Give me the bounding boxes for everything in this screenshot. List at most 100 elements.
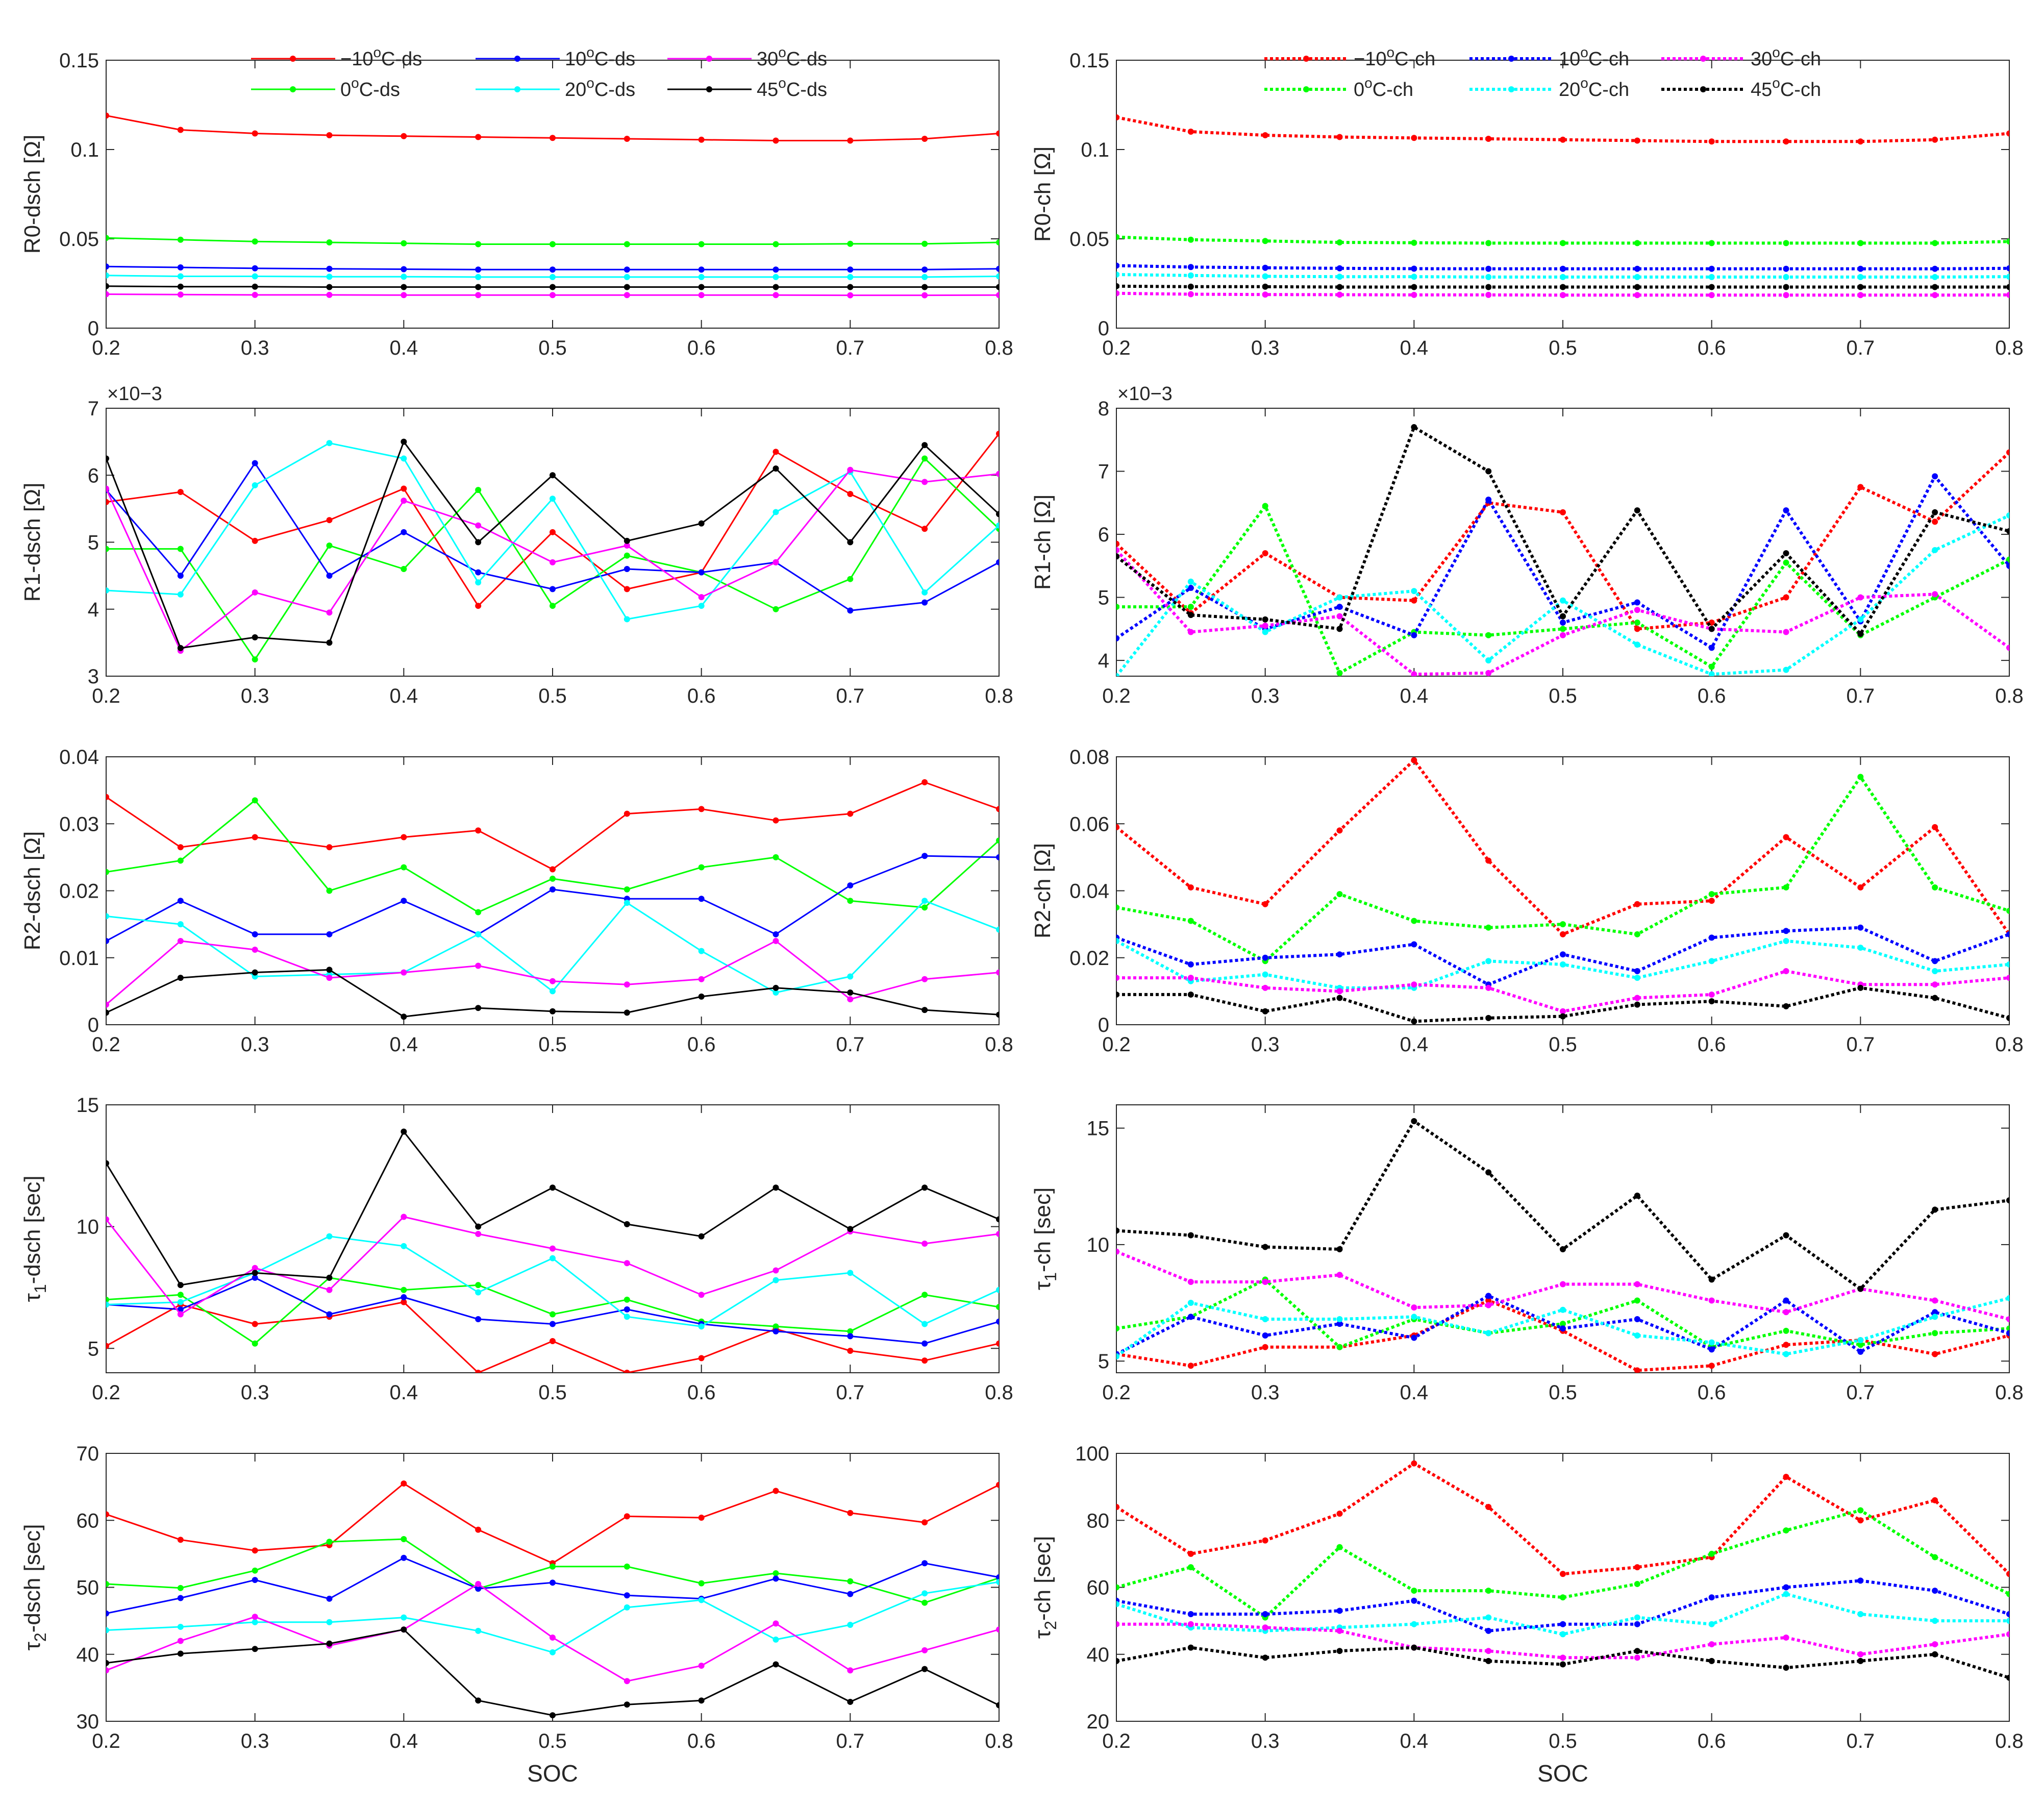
data-point-45C (475, 284, 482, 290)
data-point-10C (772, 266, 779, 273)
x-tick-label: 0.4 (1400, 1033, 1429, 1056)
data-point-20C (1116, 673, 1119, 676)
data-point-20C (550, 1255, 556, 1261)
data-point-20C (475, 274, 482, 280)
x-tick-label: 0.6 (687, 1381, 716, 1404)
data-point-30C (1857, 292, 1864, 299)
x-tick-label: 0.3 (1251, 685, 1280, 707)
y-tick-label: 80 (1087, 1510, 1110, 1532)
data-point-20C (1932, 274, 1938, 280)
data-point-20C (106, 1627, 109, 1634)
data-point-10C (1485, 265, 1492, 272)
data-point--10C (2006, 449, 2009, 456)
data-point-20C (177, 1299, 184, 1305)
data-point-45C (847, 539, 854, 546)
data-point-45C (177, 1650, 184, 1657)
x-tick-label: 0.3 (1251, 1381, 1280, 1404)
data-point-20C (772, 1277, 779, 1283)
data-point-20C (921, 898, 928, 904)
data-point-0C (1485, 924, 1492, 931)
data-point--10C (1634, 137, 1640, 144)
data-point-45C (2006, 1197, 2009, 1204)
y-label-rest: -ch [sec] (1030, 1187, 1055, 1272)
data-point-30C (106, 1216, 109, 1223)
y-axis-label: τ1-ch [sec] (1030, 1187, 1060, 1290)
y-tick-label: 0.08 (1069, 746, 1109, 769)
data-point-20C (1560, 597, 1566, 604)
data-point-0C (1187, 1564, 1194, 1571)
data-point-20C (996, 1287, 999, 1293)
data-point-20C (550, 1649, 556, 1655)
data-point-30C (326, 291, 333, 298)
legend-degree: o (778, 44, 786, 60)
data-point-45C (1932, 995, 1938, 1001)
data-point-20C (326, 1619, 333, 1625)
data-point-45C (550, 1184, 556, 1191)
legend-suffix: C-ds (594, 48, 635, 70)
data-point-10C (772, 1575, 779, 1582)
data-point--10C (847, 1510, 854, 1516)
data-point--10C (1411, 757, 1417, 763)
data-point--10C (1116, 540, 1119, 547)
data-point-30C (698, 976, 705, 982)
data-point-45C (996, 1702, 999, 1709)
data-point-10C (1783, 507, 1789, 514)
x-tick-label: 0.7 (1847, 685, 1875, 707)
x-tick-label: 0.5 (538, 1381, 567, 1404)
data-point-10C (624, 1306, 630, 1313)
data-point--10C (1708, 1363, 1715, 1369)
data-point--10C (1560, 136, 1566, 143)
data-point-0C (1187, 918, 1194, 924)
data-point-10C (177, 573, 184, 579)
data-point--10C (624, 1513, 630, 1520)
x-tick-label: 0.4 (1400, 1730, 1429, 1752)
data-point--10C (1485, 857, 1492, 864)
data-point--10C (252, 537, 258, 544)
data-point-30C (1560, 1008, 1566, 1015)
data-point-45C (1485, 1015, 1492, 1021)
data-point--10C (1485, 1297, 1492, 1304)
data-point-20C (1634, 1614, 1640, 1621)
data-point-0C (1932, 240, 1938, 246)
data-point-20C (1932, 547, 1938, 553)
data-point-0C (1336, 670, 1343, 676)
data-point-0C (1485, 240, 1492, 246)
data-point-30C (1560, 632, 1566, 638)
y-tick-label: 30 (77, 1711, 99, 1733)
data-point-0C (698, 864, 705, 871)
data-point-0C (2006, 238, 2009, 245)
x-tick-label: 0.8 (985, 685, 1013, 707)
data-point-45C (475, 1005, 482, 1011)
data-point-0C (1783, 240, 1789, 246)
data-point-30C (401, 969, 407, 976)
x-tick-label: 0.7 (836, 1381, 865, 1404)
data-point-0C (1411, 239, 1417, 246)
data-point-45C (996, 284, 999, 290)
data-point-45C (1857, 1285, 1864, 1292)
data-point-10C (1262, 1611, 1268, 1617)
x-tick-label: 0.7 (836, 1730, 865, 1752)
data-point-20C (1932, 1314, 1938, 1320)
data-point-30C (2006, 291, 2009, 298)
data-point-0C (1560, 1321, 1566, 1327)
data-point-0C (106, 1296, 109, 1303)
data-point-20C (996, 522, 999, 529)
data-point-30C (1560, 1654, 1566, 1661)
legend-temp: 0 (1354, 79, 1364, 101)
data-point-30C (1783, 968, 1789, 974)
legend-marker (1508, 86, 1514, 92)
data-point-30C (1783, 1634, 1789, 1641)
data-point-30C (1411, 981, 1417, 988)
y-label-rest: -dsch [sec] (20, 1176, 45, 1284)
data-point-30C (252, 947, 258, 953)
data-point-45C (1262, 283, 1268, 290)
legend-marker (1303, 86, 1309, 92)
data-point-0C (2006, 907, 2009, 914)
data-point-20C (550, 496, 556, 502)
data-point-10C (1932, 958, 1938, 964)
data-point-30C (1783, 1309, 1789, 1316)
data-point-0C (1783, 1327, 1789, 1334)
data-point-20C (624, 274, 630, 280)
y-tick-label: 20 (1087, 1711, 1110, 1733)
legend-degree: o (1580, 44, 1588, 60)
